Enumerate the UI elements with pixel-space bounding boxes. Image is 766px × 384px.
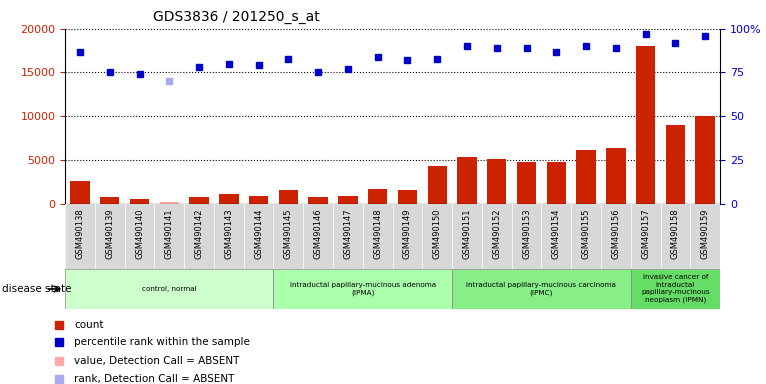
Text: GSM490138: GSM490138	[76, 209, 84, 260]
Bar	[606, 147, 626, 204]
Bar	[273, 269, 452, 309]
Text: GSM490150: GSM490150	[433, 209, 442, 259]
Bar	[219, 194, 238, 204]
Text: rank, Detection Call = ABSENT: rank, Detection Call = ABSENT	[74, 374, 234, 384]
Text: GSM490155: GSM490155	[581, 209, 591, 259]
Bar	[249, 196, 268, 204]
Text: GSM490144: GSM490144	[254, 209, 263, 259]
Bar	[279, 190, 298, 204]
Bar	[398, 190, 417, 204]
Text: control, normal: control, normal	[142, 286, 197, 292]
Text: GSM490156: GSM490156	[611, 209, 620, 259]
Text: GSM490145: GSM490145	[284, 209, 293, 259]
Text: intraductal papillary-mucinous carcinoma
(IPMC): intraductal papillary-mucinous carcinoma…	[466, 282, 617, 296]
Text: GSM490143: GSM490143	[224, 209, 234, 259]
Text: GSM490148: GSM490148	[373, 209, 382, 259]
Text: GSM490142: GSM490142	[195, 209, 204, 259]
Text: GSM490157: GSM490157	[641, 209, 650, 259]
Bar	[517, 162, 536, 204]
Text: GSM490159: GSM490159	[701, 209, 709, 259]
Text: GSM490149: GSM490149	[403, 209, 412, 259]
Bar	[487, 159, 506, 204]
Text: GSM490151: GSM490151	[463, 209, 472, 259]
Bar	[189, 197, 209, 204]
Text: GSM490146: GSM490146	[313, 209, 322, 259]
Bar	[339, 196, 358, 204]
Bar	[547, 162, 566, 204]
Text: GSM490147: GSM490147	[343, 209, 352, 259]
Text: percentile rank within the sample: percentile rank within the sample	[74, 337, 250, 347]
Text: GSM490141: GSM490141	[165, 209, 174, 259]
Text: invasive cancer of
intraductal
papillary-mucinous
neoplasm (IPMN): invasive cancer of intraductal papillary…	[641, 275, 709, 303]
Bar	[427, 166, 447, 204]
Text: GSM490153: GSM490153	[522, 209, 531, 259]
Bar	[130, 199, 149, 204]
Bar	[696, 116, 715, 204]
Bar	[452, 269, 630, 309]
Text: GSM490152: GSM490152	[493, 209, 501, 259]
Text: count: count	[74, 320, 103, 330]
Bar	[457, 157, 476, 204]
Bar	[309, 197, 328, 204]
Text: GSM490158: GSM490158	[671, 209, 680, 259]
Bar	[666, 125, 685, 204]
Bar	[630, 269, 720, 309]
Bar	[159, 202, 179, 204]
Text: GSM490154: GSM490154	[552, 209, 561, 259]
Bar	[576, 150, 596, 204]
Text: GSM490139: GSM490139	[105, 209, 114, 259]
Text: GSM490140: GSM490140	[135, 209, 144, 259]
Text: GDS3836 / 201250_s_at: GDS3836 / 201250_s_at	[153, 10, 320, 23]
Text: intraductal papillary-mucinous adenoma
(IPMA): intraductal papillary-mucinous adenoma (…	[290, 282, 436, 296]
Bar	[65, 269, 273, 309]
Bar	[100, 197, 119, 204]
Text: value, Detection Call = ABSENT: value, Detection Call = ABSENT	[74, 356, 239, 366]
Bar	[636, 46, 655, 204]
Bar	[368, 189, 388, 204]
Text: disease state: disease state	[2, 284, 72, 294]
Bar	[70, 181, 90, 204]
